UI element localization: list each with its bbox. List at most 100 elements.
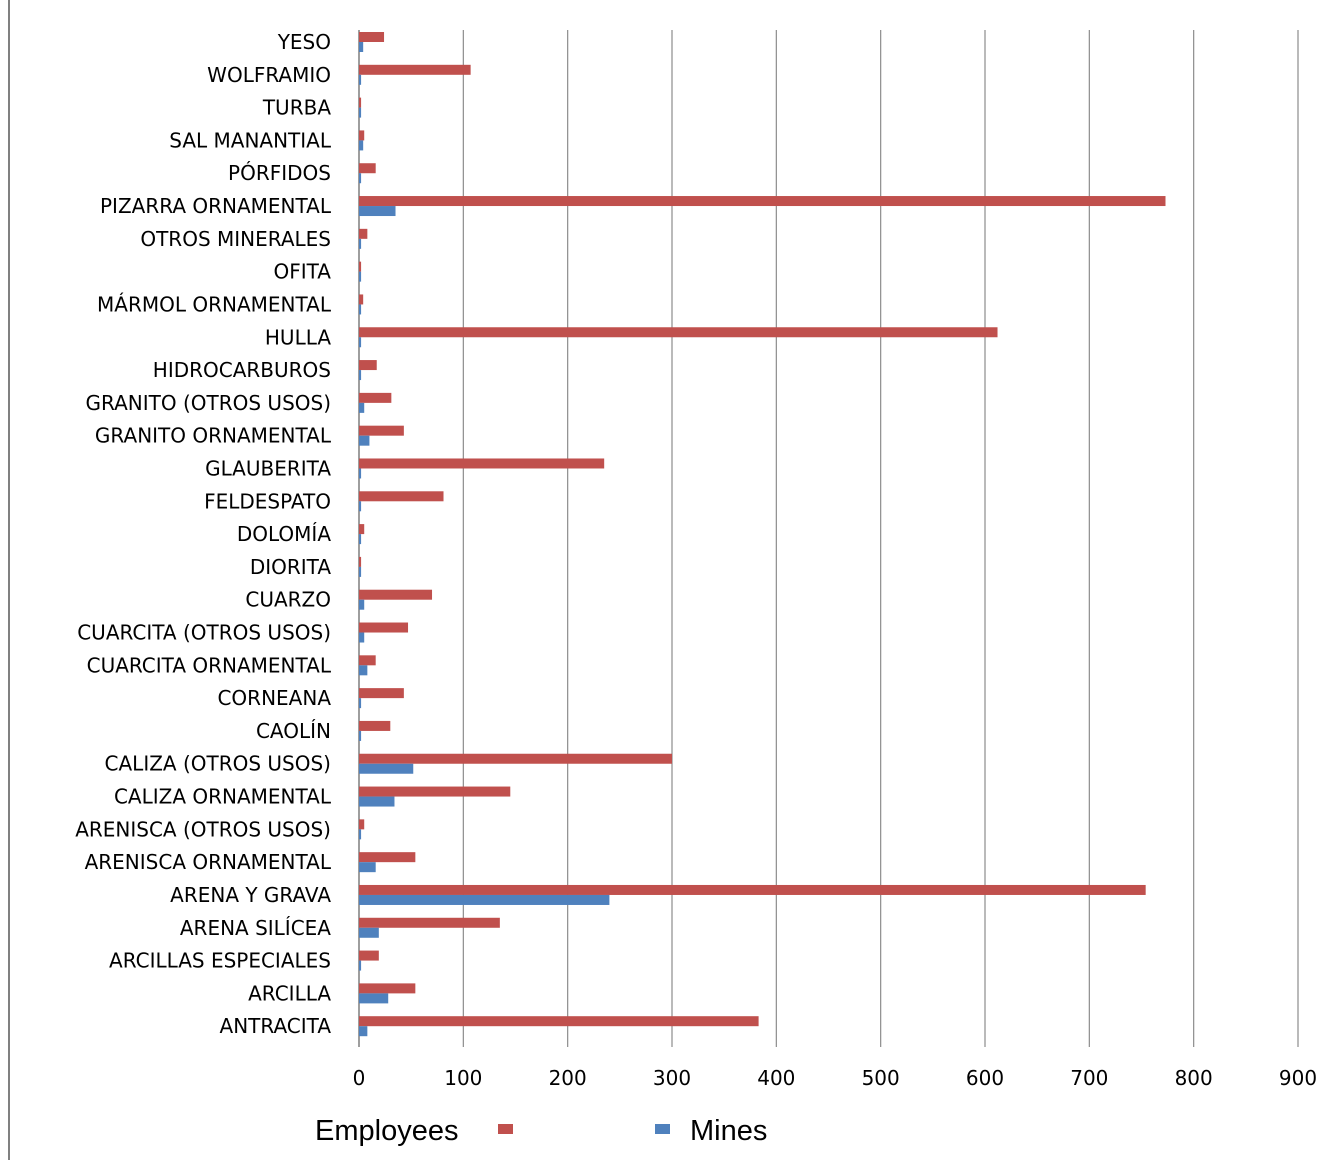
mines-bar	[359, 927, 379, 938]
category-label: ARENISCA ORNAMENTAL	[85, 850, 332, 874]
category-label: PÓRFIDOS	[228, 161, 331, 185]
employees-bar	[359, 425, 404, 436]
mines-bar	[359, 402, 365, 413]
category-label: DOLOMÍA	[237, 522, 331, 546]
category-label: HIDROCARBUROS	[153, 358, 331, 382]
employees-bar	[359, 1016, 759, 1027]
legend-marker-employees	[498, 1124, 513, 1134]
employees-bar	[359, 32, 385, 42]
mines-bar	[359, 238, 362, 249]
employees-bar	[359, 819, 365, 830]
category-label: ARCILLA	[248, 981, 331, 1005]
category-label: ARENA Y GRAVA	[170, 883, 331, 907]
legend-marker-mines	[655, 1124, 670, 1134]
employees-bar	[359, 950, 379, 961]
category-label: OFITA	[274, 260, 332, 284]
employees-bar	[359, 622, 409, 633]
employees-bar	[359, 97, 362, 108]
mines-bar	[359, 1026, 368, 1037]
mines-bar	[359, 698, 362, 709]
category-label: CUARZO	[245, 588, 331, 612]
employees-bar	[359, 556, 362, 567]
employees-bar	[359, 196, 1166, 207]
x-tick-label: 200	[549, 1066, 587, 1090]
category-label: CALIZA ORNAMENTAL	[114, 785, 332, 809]
category-label: CAOLÍN	[256, 719, 331, 743]
employees-bar	[359, 458, 605, 469]
category-label: CUARCITA (OTROS USOS)	[77, 621, 331, 645]
employees-bar	[359, 392, 392, 403]
x-tick-label: 900	[1279, 1066, 1317, 1090]
category-label: FELDESPATO	[204, 489, 331, 513]
category-label: WOLFRAMIO	[207, 63, 331, 87]
employees-bar	[359, 655, 376, 666]
category-label: OTROS MINERALES	[140, 227, 331, 251]
employees-bar	[359, 720, 391, 731]
mines-bar	[359, 632, 365, 643]
mines-bar	[359, 74, 362, 85]
legend-label-employees: Employees	[315, 1115, 458, 1147]
legend-label-mines: Mines	[690, 1115, 767, 1147]
mines-bar	[359, 107, 362, 118]
category-label: ARENISCA (OTROS USOS)	[75, 817, 331, 841]
employees-bar	[359, 228, 368, 239]
mines-bar	[359, 599, 365, 610]
x-tick-label: 700	[1070, 1066, 1108, 1090]
mines-bar	[359, 894, 610, 905]
category-label: DIORITA	[250, 555, 332, 579]
category-label: SAL MANANTIAL	[169, 128, 332, 152]
category-label: HULLA	[265, 325, 331, 349]
mines-bar	[359, 993, 389, 1004]
x-tick-label: 400	[757, 1066, 795, 1090]
mines-bar	[359, 304, 362, 315]
mines-bar	[359, 206, 396, 217]
mines-bar	[359, 730, 362, 741]
category-label: CALIZA (OTROS USOS)	[105, 752, 331, 776]
bars	[359, 32, 1166, 1037]
category-label: CUARCITA ORNAMENTAL	[87, 653, 332, 677]
mines-bar	[359, 42, 364, 52]
mines-bar	[359, 665, 368, 676]
category-label: ARCILLAS ESPECIALES	[109, 949, 331, 973]
mines-bar	[359, 534, 362, 545]
mines-bar	[359, 763, 414, 774]
mines-bar	[359, 370, 362, 381]
mines-bar	[359, 435, 370, 446]
employees-bar	[359, 294, 364, 305]
mines-bar	[359, 796, 395, 807]
employees-bar	[359, 491, 444, 502]
employees-bar	[359, 524, 365, 535]
employees-bar	[359, 852, 416, 863]
employees-bar	[359, 64, 471, 75]
mines-bar	[359, 960, 362, 971]
employees-bar	[359, 786, 511, 797]
mines-bar	[359, 829, 362, 840]
employees-bar	[359, 163, 376, 174]
mines-bar	[359, 337, 362, 348]
employees-bar	[359, 130, 365, 141]
category-label: ARENA SILÍCEA	[180, 916, 331, 940]
category-label: PIZARRA ORNAMENTAL	[100, 194, 332, 218]
employees-bar	[359, 917, 500, 928]
mines-bar	[359, 140, 364, 151]
x-axis-tick-labels: 0 100 200 300 400 500 600 700 800 900	[353, 1066, 1317, 1090]
x-tick-label: 0	[353, 1066, 366, 1090]
mines-bar	[359, 566, 362, 577]
employees-bar	[359, 983, 416, 994]
category-label: GRANITO ORNAMENTAL	[95, 424, 332, 448]
category-label: MÁRMOL ORNAMENTAL	[97, 292, 332, 316]
employees-bar	[359, 688, 404, 699]
mines-bar	[359, 173, 362, 184]
legend: Employees Mines	[315, 1115, 767, 1147]
category-label: ANTRACITA	[220, 1014, 332, 1038]
employees-bar	[359, 589, 433, 600]
category-labels: ANTRACITA ARCILLA ARCILLAS ESPECIALES ARENA…	[75, 30, 332, 1038]
employees-bar	[359, 753, 672, 764]
mines-bar	[359, 862, 376, 873]
x-tick-label: 500	[862, 1066, 900, 1090]
mines-bar	[359, 501, 362, 512]
category-label: TURBA	[262, 96, 331, 120]
employees-bar	[359, 360, 377, 371]
category-label: YESO	[277, 30, 331, 54]
